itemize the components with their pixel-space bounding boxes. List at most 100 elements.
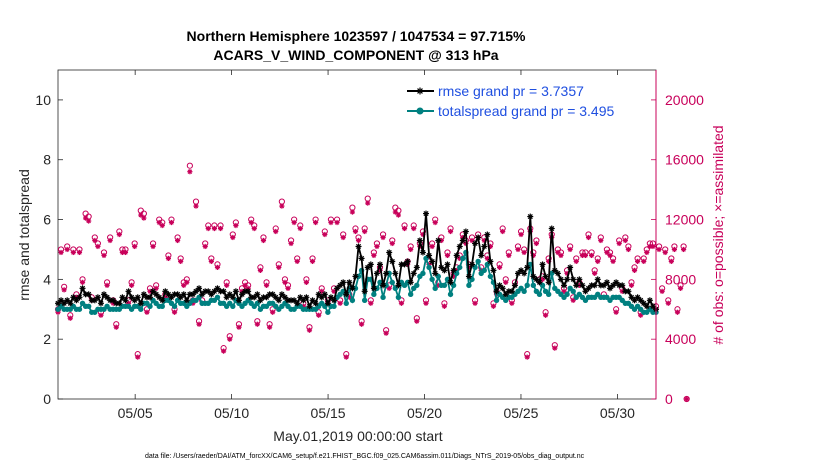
obs-assimilated-point [610, 258, 616, 265]
rmse-point [542, 273, 549, 280]
legend-rmse-star [416, 87, 424, 95]
rmse-point [499, 285, 506, 292]
obs-assimilated-point [371, 252, 377, 259]
obs-assimilated-point [355, 237, 362, 244]
rmse-point [389, 258, 396, 265]
obs-assimilated-point [322, 231, 328, 238]
obs-assimilated-point [270, 309, 276, 315]
obs-assimilated-point [107, 237, 113, 244]
obs-assimilated-point [285, 285, 291, 291]
rmse-point [64, 297, 71, 304]
rmse-point [229, 294, 236, 301]
rmse-point [346, 279, 353, 286]
obs-assimilated-point [684, 396, 690, 402]
rmse-point [196, 285, 203, 292]
x-tick-label: 05/25 [503, 405, 538, 421]
x-axis-ticks: 05/05 05/10 05/15 05/20 05/25 05/30 [118, 70, 635, 421]
obs-assimilated-point [383, 330, 389, 336]
totalspread-point [420, 270, 426, 277]
y-right-tick-label: 0 [665, 391, 673, 407]
obs-assimilated-point [598, 237, 604, 244]
totalspread-point [389, 279, 395, 286]
obs-assimilated-point [224, 282, 230, 288]
obs-assimilated-point [159, 222, 165, 229]
obs-assimilated-point [515, 246, 521, 253]
rmse-point [159, 297, 166, 304]
rmse-point [358, 255, 365, 262]
obs-assimilated-point [628, 282, 635, 288]
rmse-point [423, 210, 429, 217]
y-axis-label: rmse and totalspread [16, 169, 32, 301]
rmse-point [426, 252, 433, 259]
obs-assimilated-point [411, 225, 417, 232]
obs-assimilated-point [395, 212, 401, 218]
obs-assimilated-point [595, 258, 601, 265]
totalspread-point [230, 303, 236, 309]
rmse-point [177, 294, 184, 301]
obs-assimilated-point [297, 225, 303, 232]
obs-assimilated-point [582, 252, 589, 259]
obs-assimilated-point [248, 219, 254, 226]
data-file-footnote: data file: /Users/raeder/DAI/ATM_forcXX/… [145, 453, 585, 460]
obs-assimilated-point [291, 219, 297, 226]
rmse-point [576, 276, 583, 283]
rmse-point [536, 279, 543, 286]
rmse-point [334, 285, 341, 292]
totalspread-point [466, 282, 472, 289]
totalspread-point [325, 309, 331, 315]
rmse-point [521, 270, 528, 277]
rmse-point [591, 282, 598, 289]
rmse-point [484, 231, 491, 238]
obs-assimilated-point [441, 303, 447, 309]
obs-assimilated-point [64, 246, 70, 253]
rmse-point [189, 291, 196, 298]
x-tick-label: 05/15 [311, 405, 346, 421]
obs-assimilated-point [208, 258, 214, 265]
rmse-point [435, 237, 442, 244]
obs-assimilated-point [181, 282, 187, 288]
rmse-point [235, 297, 242, 304]
obs-assimilated-point [267, 324, 273, 330]
rmse-point [383, 270, 390, 277]
rmse-point [487, 258, 494, 265]
obs-assimilated-point [150, 243, 156, 250]
totalspread-point [564, 291, 570, 298]
obs-assimilated-point [309, 258, 316, 265]
obs-assimilated-point [86, 218, 92, 224]
obs-assimilated-point [429, 243, 435, 250]
obs-assimilated-point [334, 219, 340, 226]
totalspread-point [171, 303, 178, 309]
y-tick-label: 10 [35, 92, 51, 108]
obs-assimilated-point [497, 264, 503, 270]
rmse-point [392, 270, 399, 277]
obs-assimilated-point [193, 203, 199, 209]
y-tick-label: 2 [43, 331, 51, 347]
obs-assimilated-point [681, 246, 687, 253]
rmse-point [116, 300, 123, 307]
obs-assimilated-point [389, 240, 395, 247]
totalspread-point [447, 291, 454, 298]
obs-assimilated-point [490, 303, 497, 309]
totalspread-point [349, 297, 356, 303]
rmse-point [79, 285, 86, 292]
obs-assimilated-point [205, 225, 211, 232]
obs-assimilated-point [533, 240, 539, 247]
obs-assimilated-point [122, 249, 129, 256]
totalspread-point [371, 291, 377, 298]
obs-assimilated-point [558, 252, 564, 259]
totalspread-point [521, 288, 527, 295]
rmse-point [465, 273, 472, 280]
rmse-point [603, 279, 610, 286]
obs-assimilated-point [524, 354, 530, 360]
obs-assimilated-point [263, 282, 270, 288]
totalspread-point [481, 267, 487, 274]
totalspread-point [361, 297, 368, 303]
obs-possible-point [186, 162, 193, 169]
rmse-point [352, 273, 359, 280]
rmse-point [232, 288, 239, 295]
rmse-point [183, 297, 190, 304]
totalspread-point [432, 285, 438, 292]
totalspread-point [524, 282, 530, 289]
y-right-tick-label: 8000 [665, 271, 696, 287]
obs-assimilated-point [135, 354, 141, 360]
